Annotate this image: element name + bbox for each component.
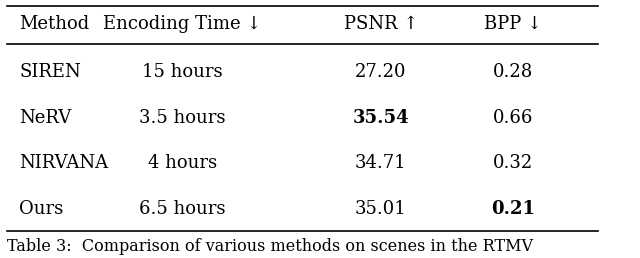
Text: Encoding Time ↓: Encoding Time ↓ <box>103 15 261 33</box>
Text: 0.66: 0.66 <box>493 109 534 127</box>
Text: PSNR ↑: PSNR ↑ <box>344 15 418 33</box>
Text: Table 3:  Comparison of various methods on scenes in the RTMV: Table 3: Comparison of various methods o… <box>8 238 533 255</box>
Text: NeRV: NeRV <box>19 109 72 127</box>
Text: 35.01: 35.01 <box>355 200 406 217</box>
Text: 0.32: 0.32 <box>493 154 533 172</box>
Text: SIREN: SIREN <box>19 63 81 81</box>
Text: BPP ↓: BPP ↓ <box>484 15 542 33</box>
Text: 0.21: 0.21 <box>492 200 535 217</box>
Text: 0.28: 0.28 <box>493 63 533 81</box>
Text: Method: Method <box>19 15 90 33</box>
Text: 15 hours: 15 hours <box>141 63 222 81</box>
Text: NIRVANA: NIRVANA <box>19 154 109 172</box>
Text: Ours: Ours <box>19 200 64 217</box>
Text: 3.5 hours: 3.5 hours <box>139 109 225 127</box>
Text: 35.54: 35.54 <box>353 109 409 127</box>
Text: 34.71: 34.71 <box>355 154 406 172</box>
Text: 4 hours: 4 hours <box>147 154 216 172</box>
Text: 27.20: 27.20 <box>355 63 406 81</box>
Text: 6.5 hours: 6.5 hours <box>139 200 225 217</box>
